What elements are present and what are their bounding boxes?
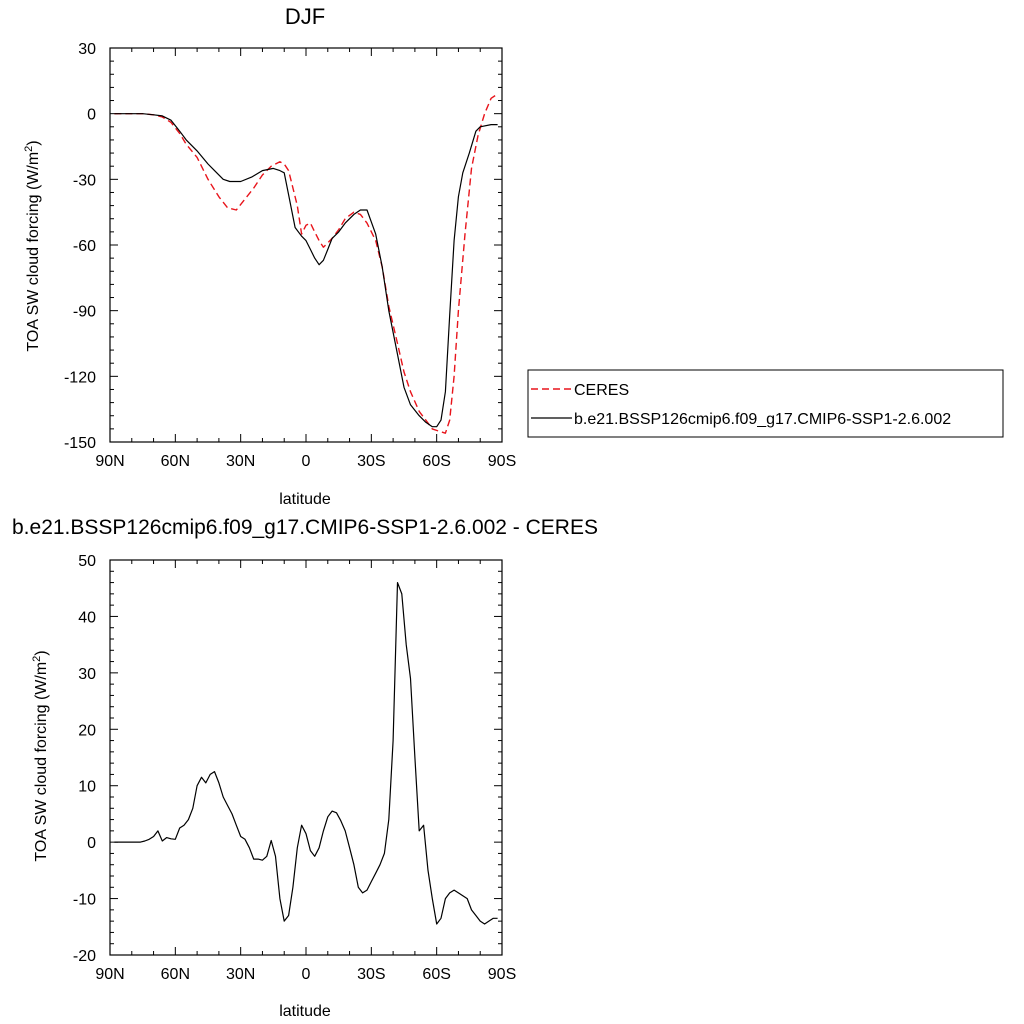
c0-xtick-label: 0 (302, 453, 311, 470)
c1-ytick-label: 40 (78, 609, 96, 626)
c1-ytick-label: -10 (73, 892, 96, 909)
legend-box (527, 369, 1004, 438)
legend-label-model: b.e21.BSSP126cmip6.f09_g17.CMIP6-SSP1-2.… (574, 411, 951, 428)
c1-ytick-label: 30 (78, 666, 96, 683)
c0-series-0-line (114, 93, 498, 434)
c1-ytick-label: 0 (87, 835, 96, 852)
chart-bottom-title: b.e21.BSSP126cmip6.f09_g17.CMIP6-SSP1-2.… (12, 516, 598, 539)
c0-ytick-label: 30 (78, 41, 96, 58)
c0-ytick-label: -120 (64, 369, 96, 386)
c1-xtick-label: 90S (488, 966, 516, 983)
chart-bottom: b.e21.BSSP126cmip6.f09_g17.CMIP6-SSP1-2.… (12, 516, 598, 1020)
c0-series-1-line (114, 113, 498, 428)
c1-xtick-label: 90N (95, 966, 124, 983)
c1-xtick-label: 30N (226, 966, 255, 983)
c0-ytick-label: -60 (73, 238, 96, 255)
chart-bottom-xlabel: latitude (279, 1003, 331, 1020)
c0-ytick-label: 0 (87, 107, 96, 124)
c1-ytick-label: 10 (78, 779, 96, 796)
c1-ytick-label: 50 (78, 553, 96, 570)
c0-xtick-label: 30S (357, 453, 385, 470)
legend: CERES b.e21.BSSP126cmip6.f09_g17.CMIP6-S… (527, 369, 1004, 438)
c1-ytick-label: -20 (73, 948, 96, 965)
c0-xtick-label: 90S (488, 453, 516, 470)
c1-series-0-line (114, 581, 498, 925)
chart-top-xlabel: latitude (279, 491, 331, 508)
c0-xtick-label: 90N (95, 453, 124, 470)
c0-xtick-label: 60S (422, 453, 450, 470)
c0-xtick-label: 30N (226, 453, 255, 470)
c1-xtick-label: 60N (161, 966, 190, 983)
c1-plot-frame (109, 559, 503, 956)
c1-xtick-label: 60S (422, 966, 450, 983)
chart-top-title: DJF (285, 4, 325, 29)
c0-xtick-label: 60N (161, 453, 190, 470)
chart-bottom-ylabel: TOA SW cloud forcing (W/m2) (31, 650, 50, 861)
c1-xtick-label: 30S (357, 966, 385, 983)
legend-label-ceres: CERES (574, 382, 629, 399)
c0-ytick-label: -90 (73, 304, 96, 321)
chart-top-ylabel: TOA SW cloud forcing (W/m2) (23, 140, 42, 351)
c1-xtick-label: 0 (302, 966, 311, 983)
c0-ytick-label: -30 (73, 172, 96, 189)
chart-top: DJF 90N 60N 30N 0 30S 60S 90S -150 -120 -90 -60 -30… (23, 4, 1004, 508)
c0-plot-frame (109, 47, 503, 443)
c0-ytick-label: -150 (64, 435, 96, 452)
c1-ytick-label: 20 (78, 722, 96, 739)
